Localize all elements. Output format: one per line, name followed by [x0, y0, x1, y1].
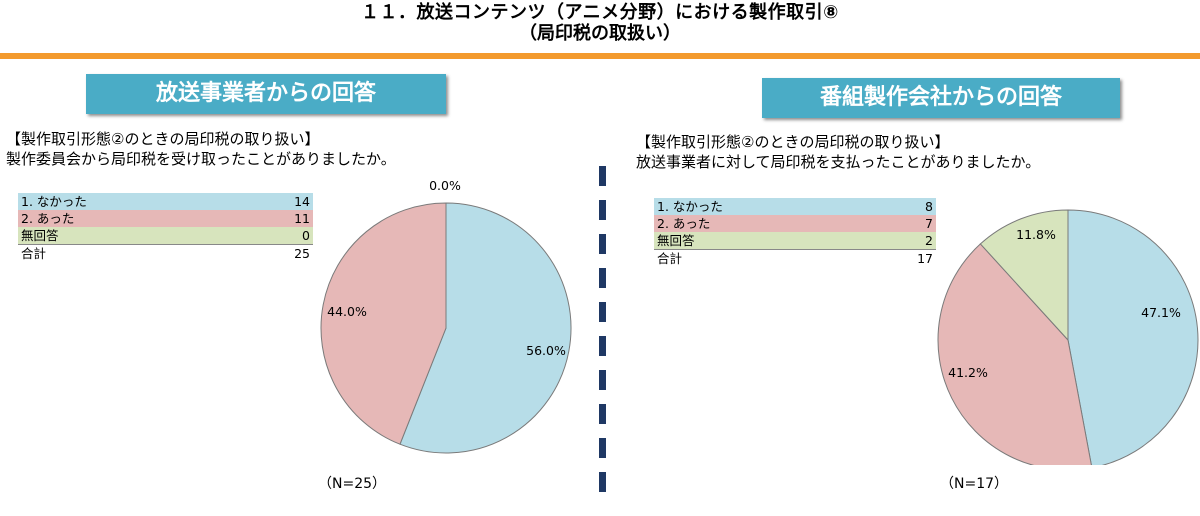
page-title: １１．放送コンテンツ（アニメ分野）における製作取引⑧ （局印税の取扱い） — [0, 2, 1200, 44]
legend-label: 2. あった — [654, 215, 871, 232]
legend-label: 無回答 — [654, 232, 871, 250]
legend-value: 14 — [244, 193, 313, 210]
divider-dash — [599, 302, 606, 322]
pie-slice-atta — [937, 243, 1092, 465]
table-row: 2. あった 11 — [18, 210, 313, 227]
divider-dash — [599, 166, 606, 186]
right-pie-chart: 47.1% 41.2% 11.8% — [937, 209, 1199, 465]
title-line-1: １１．放送コンテンツ（アニメ分野）における製作取引⑧ — [361, 2, 839, 23]
legend-value: 8 — [870, 198, 936, 215]
legend-value: 2 — [870, 232, 936, 250]
legend-label: 2. あった — [18, 210, 245, 227]
total-label: 合計 — [657, 251, 683, 266]
pie-percent-label: 0.0% — [429, 178, 461, 193]
left-n-label: （N=25） — [318, 476, 387, 492]
pie-percent-label: 41.2% — [948, 365, 988, 380]
table-row: 2. あった 7 — [654, 215, 936, 232]
pie-slice-nakatta — [399, 202, 572, 454]
divider-dash — [599, 404, 606, 424]
divider-dash — [599, 438, 606, 458]
left-legend-table: 1. なかった 14 2. あった 11 無回答 0 合計 25 — [18, 193, 313, 262]
pie-slice-nakatta — [1067, 209, 1199, 465]
total-value: 25 — [294, 246, 310, 261]
table-row: 1. なかった 8 — [654, 198, 936, 215]
right-banner: 番組製作会社からの回答 — [762, 78, 1120, 118]
table-row: 無回答 0 — [18, 227, 313, 245]
total-value: 17 — [917, 251, 933, 266]
table-row: 合計 17 — [654, 250, 936, 268]
right-n-label: （N=17） — [940, 476, 1009, 492]
legend-value: 11 — [244, 210, 313, 227]
legend-label: 無回答 — [18, 227, 245, 245]
right-question-line-1: 【製作取引形態②のときの局印税の取り扱い】 — [636, 133, 950, 151]
divider-dash — [599, 234, 606, 254]
title-line-2: （局印税の取扱い） — [519, 23, 681, 44]
legend-label: 1. なかった — [654, 198, 871, 215]
pie-slice-atta — [320, 202, 447, 445]
table-row: 無回答 2 — [654, 232, 936, 250]
pie-slice-mukaito — [979, 209, 1069, 342]
table-row: 1. なかった 14 — [18, 193, 313, 210]
pie-percent-label: 47.1% — [1141, 305, 1181, 320]
divider-dash — [599, 268, 606, 288]
left-question-line-2: 製作委員会から局印税を受け取ったことがありましたか。 — [6, 150, 396, 168]
pie-percent-label: 44.0% — [327, 304, 367, 319]
divider-dash — [599, 370, 606, 390]
table-row: 合計 25 — [18, 245, 313, 263]
left-pie-chart: 56.0% 44.0% 0.0% — [320, 178, 572, 454]
pie-percent-label: 11.8% — [1016, 227, 1056, 242]
title-divider — [0, 53, 1200, 59]
legend-label: 1. なかった — [18, 193, 245, 210]
divider-dash — [599, 200, 606, 220]
divider-dash — [599, 472, 606, 492]
left-question-line-1: 【製作取引形態②のときの局印税の取り扱い】 — [6, 130, 320, 148]
pie-percent-label: 56.0% — [526, 343, 566, 358]
right-question-line-2: 放送事業者に対して局印税を支払ったことがありましたか。 — [636, 153, 1041, 171]
divider-dash — [599, 336, 606, 356]
left-banner: 放送事業者からの回答 — [86, 74, 446, 114]
right-legend-table: 1. なかった 8 2. あった 7 無回答 2 合計 17 — [654, 198, 936, 267]
legend-value: 7 — [870, 215, 936, 232]
total-label: 合計 — [21, 246, 47, 261]
legend-value: 0 — [244, 227, 313, 245]
